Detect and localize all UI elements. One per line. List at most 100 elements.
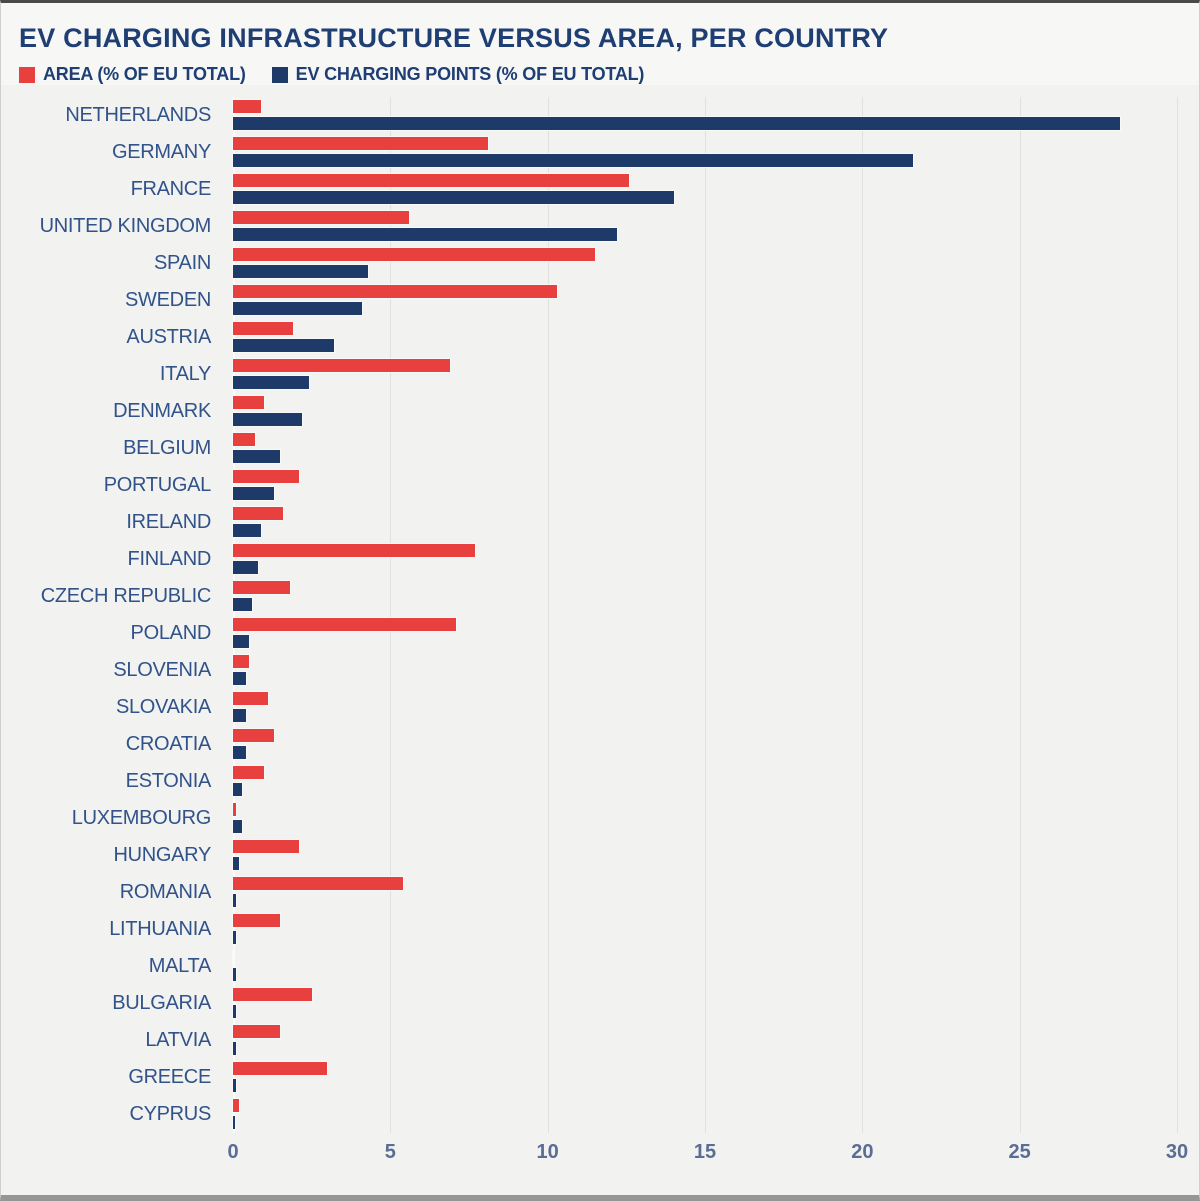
- country-row: POLAND: [1, 615, 1177, 652]
- chart-header: EV CHARGING INFRASTRUCTURE VERSUS AREA, …: [1, 3, 1199, 86]
- country-label: LUXEMBOURG: [71, 807, 212, 830]
- x-tick-label: 0: [227, 1141, 239, 1164]
- gridline-x15: [705, 97, 706, 1134]
- ev-bar: [233, 339, 334, 353]
- country-label: SPAIN: [153, 252, 211, 275]
- area-bar: [233, 322, 293, 336]
- country-label: SLOVAKIA: [115, 696, 211, 719]
- bar-group: [233, 911, 1177, 948]
- bar-group: [233, 874, 1177, 911]
- area-bar: [233, 544, 476, 558]
- legend-item-ev: EV CHARGING POINTS (% OF EU TOTAL): [271, 64, 644, 85]
- country-label: UNITED KINGDOM: [39, 215, 212, 238]
- ev-bar: [233, 709, 246, 723]
- bar-group: [233, 467, 1177, 504]
- bar-group: [233, 689, 1177, 726]
- area-bar: [233, 248, 595, 262]
- bar-group: [233, 393, 1177, 430]
- bar-group: [233, 1022, 1177, 1059]
- country-row: LITHUANIA: [1, 911, 1177, 948]
- bar-group: [233, 245, 1177, 282]
- ev-bar: [233, 228, 617, 242]
- country-label: FRANCE: [130, 178, 212, 201]
- bar-group: [233, 652, 1177, 689]
- x-tick-label: 30: [1165, 1141, 1189, 1164]
- ev-bar: [233, 376, 309, 390]
- area-bar: [233, 285, 558, 299]
- country-row: MALTA: [1, 948, 1177, 985]
- x-tick-label: 5: [384, 1141, 396, 1164]
- country-row: ROMANIA: [1, 874, 1177, 911]
- x-axis: 0 5 10 15 20 25 30: [1, 1133, 1188, 1175]
- bar-group: [233, 430, 1177, 467]
- ev-bar: [233, 1116, 235, 1130]
- country-label: DENMARK: [113, 400, 211, 423]
- ev-bar: [233, 857, 240, 871]
- bar-group: [233, 1096, 1177, 1133]
- ev-bar: [233, 1079, 237, 1093]
- gridline-x20: [862, 97, 864, 1134]
- bar-group: [233, 948, 1177, 985]
- country-label: BULGARIA: [112, 992, 211, 1015]
- ev-bar: [233, 117, 1121, 131]
- country-label: ESTONIA: [125, 770, 212, 793]
- country-label: NETHERLANDS: [65, 104, 211, 127]
- gridline-x30: [1177, 97, 1178, 1134]
- country-label: SLOVENIA: [113, 659, 211, 682]
- ev-bar: [233, 154, 913, 168]
- country-row: DENMARK: [1, 393, 1177, 430]
- bar-group: [233, 726, 1177, 763]
- ev-bar: [233, 783, 243, 797]
- country-label: SWEDEN: [125, 289, 211, 312]
- bar-group: [233, 985, 1177, 1022]
- area-bar: [233, 655, 249, 669]
- area-bar: [233, 988, 312, 1002]
- bar-group: [233, 541, 1177, 578]
- ev-bar: [233, 968, 237, 982]
- ev-bar: [233, 302, 362, 316]
- country-row: CYPRUS: [1, 1096, 1177, 1133]
- country-row: HUNGARY: [1, 837, 1177, 874]
- country-row: PORTUGAL: [1, 467, 1177, 504]
- bar-chart: NETHERLANDS GERMANY FRANCE UNITED KINGDOM SP…: [1, 97, 1199, 1175]
- country-row: FINLAND: [1, 541, 1177, 578]
- bar-group: [233, 134, 1177, 171]
- chart-title: EV CHARGING INFRASTRUCTURE VERSUS AREA, …: [19, 23, 889, 53]
- country-row: ITALY: [1, 356, 1177, 393]
- country-label: ROMANIA: [119, 881, 212, 904]
- country-row: BULGARIA: [1, 985, 1177, 1022]
- area-bar: [233, 396, 265, 410]
- country-label: CZECH REPUBLIC: [40, 585, 212, 608]
- ev-bar: [233, 894, 237, 908]
- country-row: SLOVAKIA: [1, 689, 1177, 726]
- country-label: LITHUANIA: [109, 918, 211, 941]
- country-label: POLAND: [130, 622, 212, 645]
- bar-group: [233, 763, 1177, 800]
- area-bar: [233, 1062, 328, 1076]
- bar-group: [233, 615, 1177, 652]
- ev-bar: [233, 1042, 237, 1056]
- area-bar: [233, 100, 262, 114]
- area-bar: [233, 729, 274, 743]
- country-label: PORTUGAL: [103, 474, 212, 497]
- ev-bar: [233, 450, 281, 464]
- area-bar: [233, 766, 265, 780]
- area-bar: [233, 803, 237, 817]
- area-swatch-icon: [19, 66, 35, 83]
- country-row: ESTONIA: [1, 763, 1177, 800]
- country-row: SWEDEN: [1, 282, 1177, 319]
- ev-bar: [233, 524, 262, 538]
- area-bar: [233, 137, 488, 151]
- bar-group: [233, 208, 1177, 245]
- country-label: GREECE: [128, 1066, 211, 1089]
- area-bar: [233, 692, 268, 706]
- bar-group: [233, 171, 1177, 208]
- country-row: CZECH REPUBLIC: [1, 578, 1177, 615]
- ev-swatch-icon: [271, 66, 288, 83]
- area-bar: [233, 211, 410, 225]
- country-label: FINLAND: [127, 548, 212, 571]
- country-row: CROATIA: [1, 726, 1177, 763]
- area-bar: [233, 581, 290, 595]
- area-bar: [233, 618, 457, 632]
